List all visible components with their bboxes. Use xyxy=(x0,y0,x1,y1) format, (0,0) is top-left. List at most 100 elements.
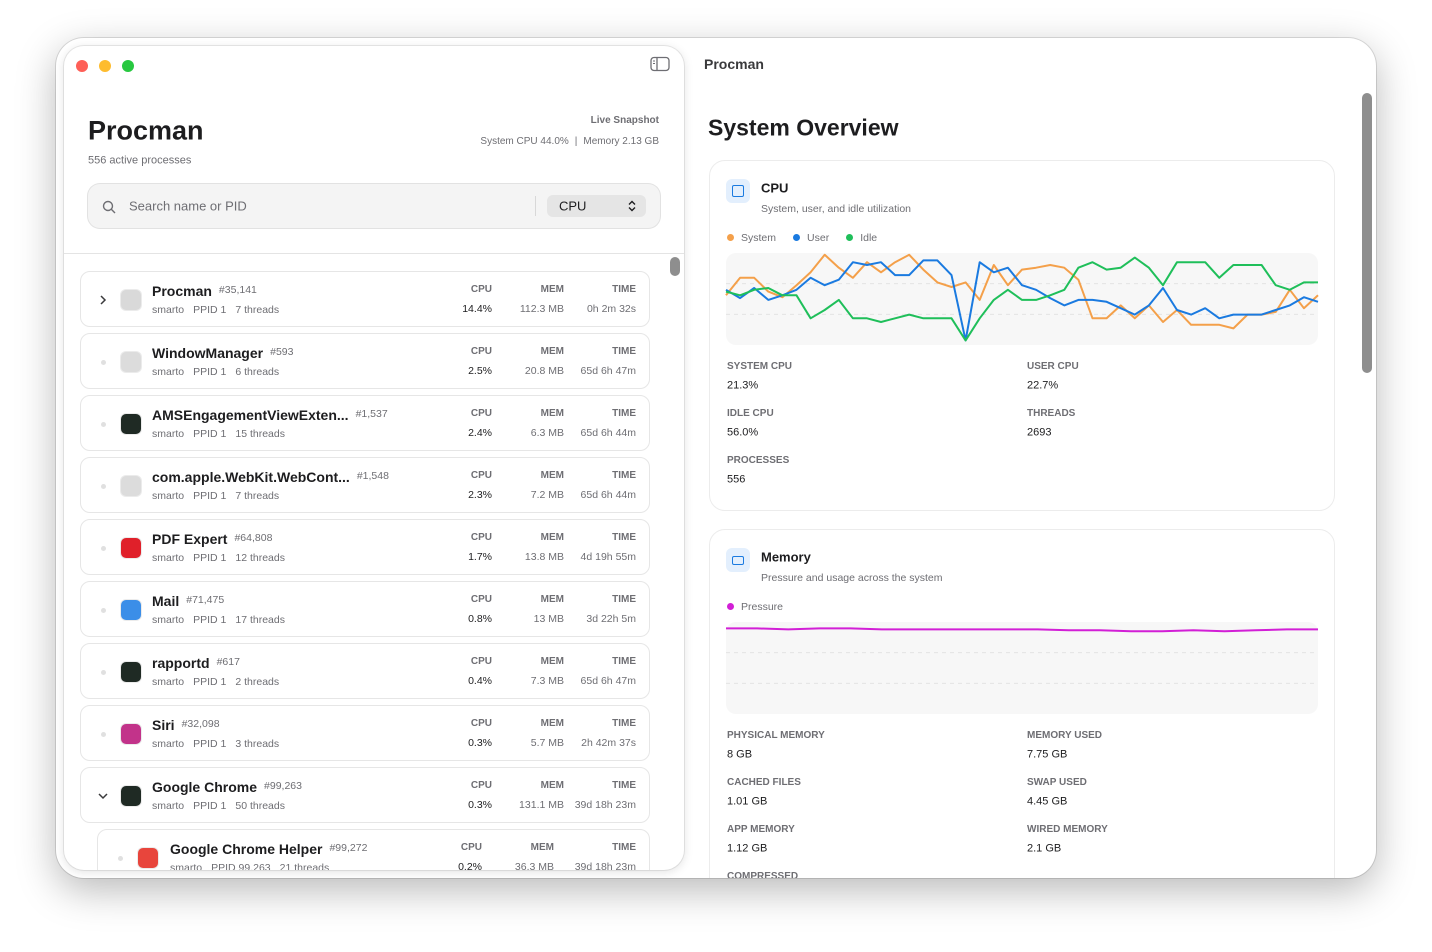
sidebar-toggle[interactable] xyxy=(650,56,670,72)
snapshot-label: Live Snapshot xyxy=(590,115,659,126)
process-pid: #617 xyxy=(216,655,240,668)
meta-user: smarto xyxy=(152,303,185,316)
column-time: 39d 18h 23m xyxy=(574,860,636,870)
legend-label: System xyxy=(741,231,777,244)
column-label: MEM xyxy=(540,780,564,791)
process-row[interactable]: Google Chrome Helper #99,272 smarto PPID 99… xyxy=(97,829,650,870)
row-dot xyxy=(101,484,106,489)
card-icon xyxy=(726,548,750,572)
zoom-button[interactable] xyxy=(122,60,134,72)
process-row[interactable]: Procman #35,141 smarto PPID 1 7 threads CPU 14… xyxy=(80,271,650,327)
snapshot-stats: System CPU 44.0% | Memory 2.13 GB xyxy=(480,137,659,147)
process-pid: #35,141 xyxy=(218,283,257,296)
app-icon xyxy=(121,724,141,744)
meta-ppid: PPID 1 xyxy=(193,551,227,564)
process-pid: #1,548 xyxy=(356,469,389,482)
process-list: Procman #35,141 smarto PPID 1 7 threads CPU 14… xyxy=(64,254,684,870)
series-line xyxy=(725,253,1319,330)
column-cpu: 0.8% xyxy=(468,612,492,625)
column-time: 65d 6h 47m xyxy=(580,364,636,377)
stat-value: 2.1 GB xyxy=(1027,842,1062,855)
close-button[interactable] xyxy=(76,60,88,72)
chart-area xyxy=(726,622,1318,714)
app-icon xyxy=(121,662,141,682)
stat-value: 7.75 GB xyxy=(1027,748,1068,761)
process-row[interactable]: Siri #32,098 smarto PPID 1 3 threads CPU 0.3% M… xyxy=(80,705,650,761)
memory: Memory 2.13 GB xyxy=(583,136,659,147)
meta-user: smarto xyxy=(152,675,185,688)
process-meta: smarto PPID 1 12 threads xyxy=(152,553,285,564)
process-meta: smarto PPID 1 7 threads xyxy=(152,305,279,316)
process-pid: #593 xyxy=(270,345,294,358)
meta-threads: 3 threads xyxy=(235,737,280,750)
stat-label: WIRED MEMORY xyxy=(1027,824,1108,835)
process-meta: smarto PPID 1 6 threads xyxy=(152,367,279,378)
stat-value: 22.7% xyxy=(1027,379,1059,392)
meta-user: smarto xyxy=(152,799,185,812)
column-time: 2h 42m 37s xyxy=(581,736,636,749)
meta-threads: 12 threads xyxy=(235,551,285,564)
app-icon xyxy=(121,476,141,496)
process-pid: #1,537 xyxy=(355,407,388,420)
process-row[interactable]: rapportd #617 smarto PPID 1 2 threads CPU 0.4%… xyxy=(80,643,650,699)
process-row[interactable]: Google Chrome #99,263 smarto PPID 1 50 threa… xyxy=(80,767,650,823)
meta-user: smarto xyxy=(152,737,185,750)
column-label: CPU xyxy=(470,408,492,419)
column-label: TIME xyxy=(612,470,636,481)
app-icon xyxy=(121,414,141,434)
card-title: CPU xyxy=(761,180,789,196)
process-meta: smarto PPID 1 3 threads xyxy=(152,739,279,750)
process-row[interactable]: Mail #71,475 smarto PPID 1 17 threads CPU 0.8%… xyxy=(80,581,650,637)
app-icon xyxy=(138,848,158,868)
column-label: CPU xyxy=(470,470,492,481)
stat-label: SYSTEM CPU xyxy=(727,361,793,372)
sort-popup[interactable]: CPU xyxy=(547,195,646,217)
column-label: CPU xyxy=(470,594,492,605)
process-meta: smarto PPID 1 2 threads xyxy=(152,677,279,688)
meta-threads: 15 threads xyxy=(235,427,285,440)
stat-value: 1.12 GB xyxy=(727,842,768,855)
stat-label: IDLE CPU xyxy=(727,408,774,419)
process-row[interactable]: PDF Expert #64,808 smarto PPID 1 12 threads C… xyxy=(80,519,650,575)
minimize-button[interactable] xyxy=(99,60,111,72)
meta-threads: 7 threads xyxy=(235,489,280,502)
column-label: MEM xyxy=(540,470,564,481)
column-label: MEM xyxy=(530,842,554,853)
column-label: CPU xyxy=(470,532,492,543)
process-row[interactable]: AMSEngagementViewExten... #1,537 smarto PPI… xyxy=(80,395,650,451)
process-row[interactable]: WindowManager #593 smarto PPID 1 6 threads CP… xyxy=(80,333,650,389)
meta-ppid: PPID 99,263 xyxy=(211,861,271,871)
column-mem: 7.2 MB xyxy=(530,488,564,501)
meta-user: smarto xyxy=(152,427,185,440)
process-name: Google Chrome xyxy=(152,779,258,795)
process-meta: smarto PPID 1 7 threads xyxy=(152,491,279,502)
column-label: TIME xyxy=(612,780,636,791)
meta-user: smarto xyxy=(152,551,185,564)
column-cpu: 2.3% xyxy=(468,488,492,501)
chart xyxy=(726,627,1318,684)
row-dot xyxy=(101,608,106,613)
process-row[interactable]: com.apple.WebKit.WebCont... #1,548 smarto P… xyxy=(80,457,650,513)
legend-dot xyxy=(793,234,801,241)
legend-label: Pressure xyxy=(741,600,784,613)
stat-label: SWAP USED xyxy=(1027,777,1087,788)
row-dot xyxy=(101,360,106,365)
legend-dot xyxy=(727,234,734,241)
overview-card: Memory Pressure and usage across the syst… xyxy=(709,529,1335,878)
row-dot xyxy=(101,546,106,551)
column-time: 39d 18h 23m xyxy=(574,798,636,811)
app-icon xyxy=(121,600,141,620)
column-label: CPU xyxy=(460,842,482,853)
series-line xyxy=(726,627,1318,633)
search-bar[interactable]: Search name or PID CPU xyxy=(88,184,660,228)
window: Procman 556 active processes Live Snapsh… xyxy=(56,38,1376,878)
stat-label: PHYSICAL MEMORY xyxy=(727,730,825,741)
series-line xyxy=(725,259,1319,342)
stat-label: CACHED FILES xyxy=(727,777,801,788)
meta-threads: 21 threads xyxy=(279,861,330,871)
column-mem: 6.3 MB xyxy=(530,426,564,439)
process-meta: smarto PPID 1 50 threads xyxy=(152,801,285,812)
column-label: TIME xyxy=(612,656,636,667)
meta-threads: 2 threads xyxy=(235,675,280,688)
column-label: MEM xyxy=(540,408,564,419)
